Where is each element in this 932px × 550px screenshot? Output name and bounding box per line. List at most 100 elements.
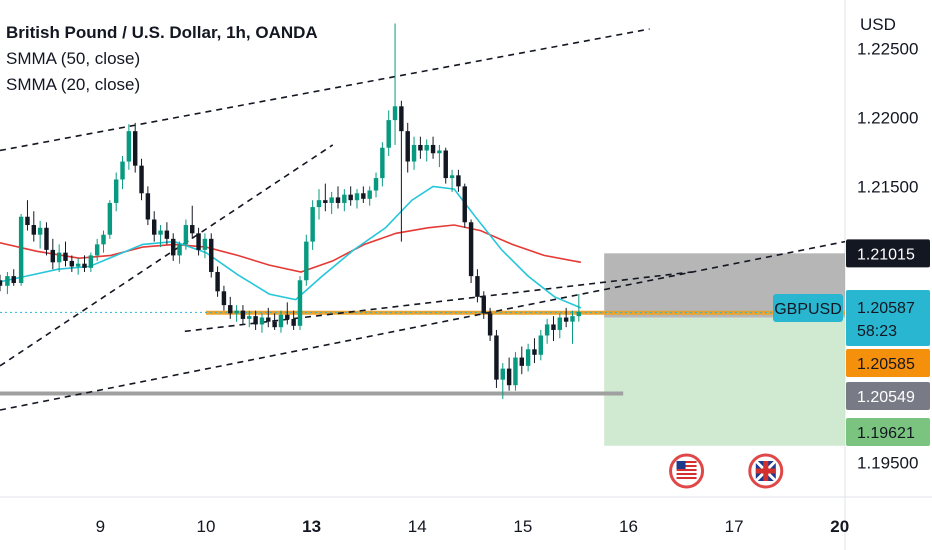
candle-body [18,216,24,284]
smma-20-line [0,185,582,309]
flag-stripe [676,473,697,475]
candle-2 [11,269,16,286]
candle-body [570,316,575,322]
candle-30 [190,205,195,239]
candle-body [44,227,49,250]
candle-14 [88,252,94,272]
x-tick-label-7: 20 [830,517,849,536]
candle-body [158,230,163,235]
candle-body [323,200,328,203]
orange-level-tag: 1.20585 [846,349,930,377]
indicator-smma-20[interactable]: SMMA (20, close) [6,75,141,94]
candle-90 [570,310,575,344]
candle-31 [196,227,201,256]
candle-42 [266,307,271,328]
candle-23 [145,186,151,226]
candle-body [139,165,144,194]
candle-66 [418,136,423,159]
flag-stripe [676,465,697,467]
candle-body [190,225,195,234]
candle-body [551,324,556,330]
flag-stripe [676,477,697,479]
candle-body [297,280,303,326]
candle-body [468,222,474,277]
candle-38 [240,305,246,325]
candle-43 [272,313,277,330]
candle-body [151,219,157,235]
candle-53 [335,186,341,209]
candle-body [196,233,201,250]
candle-body [75,263,81,267]
symbol-label-bg [773,294,843,322]
candle-26 [164,222,170,245]
candle-body [348,194,353,201]
chart-legend: British Pound / U.S. Dollar, 1h, OANDA S… [6,20,318,98]
candle-33 [209,233,214,278]
take-profit-zone [604,317,845,446]
candle-6 [37,220,43,249]
price-tag-bg [846,239,930,268]
candle-35 [221,285,227,311]
candle-body [101,234,106,245]
candle-body [266,317,271,322]
target-tag: 1.19621 [846,418,930,446]
candle-body [494,335,499,380]
candle-body [538,335,544,355]
x-tick-label-0: 9 [96,517,105,536]
indicator-smma-50[interactable]: SMMA (50, close) [6,49,141,68]
candle-79 [500,363,505,399]
candle-body [367,190,372,199]
y-tick-label-2: 1.21500 [857,177,918,196]
candle-68 [430,136,436,159]
candle-62 [392,23,398,145]
candle-body [56,252,62,263]
candle-body [506,368,512,386]
candle-0 [0,274,3,292]
price-tag-value: 1.20585 [857,356,915,373]
flag-canton [676,461,686,469]
candle-body [209,238,214,272]
candle-70 [443,147,448,184]
price-tag-value: 1.20549 [857,389,915,406]
candle-body [63,252,68,261]
candle-body [164,230,170,239]
candle-body [107,202,113,235]
candle-54 [342,189,347,212]
chart-title[interactable]: British Pound / U.S. Dollar, 1h, OANDA [6,23,318,42]
candle-body [183,225,189,245]
x-tick-label-1: 10 [197,517,216,536]
candle-body [392,106,398,121]
price-tag-value: 1.19621 [857,425,915,442]
candle-body [240,310,246,319]
candle-body [310,207,315,242]
candle-body [126,131,132,162]
candle-body [399,106,404,132]
candle-body [354,193,360,201]
candle-44 [278,310,284,333]
candle-body [418,144,423,151]
candle-78 [494,329,499,388]
candle-body [424,144,429,151]
candle-body [386,120,391,148]
candle-65 [411,136,417,170]
candle-87 [551,316,556,341]
candle-27 [171,233,176,261]
candle-body [278,314,284,328]
candle-body [487,313,493,336]
trendline-channel-upper [0,28,650,152]
price-axis-unit: USD [860,15,896,34]
candle-59 [373,172,379,198]
y-tick-label-0: 1.22500 [857,39,918,58]
candle-20 [126,124,132,170]
symbol-label-text: GBPUSD [774,301,842,318]
candle-49 [310,200,315,250]
candle-19 [120,156,125,190]
price-tag-bg [846,290,930,346]
x-tick-label-3: 14 [408,517,427,536]
candle-56 [354,189,360,209]
candle-body [532,349,537,355]
candle-21 [132,122,138,173]
candle-body [202,238,208,250]
